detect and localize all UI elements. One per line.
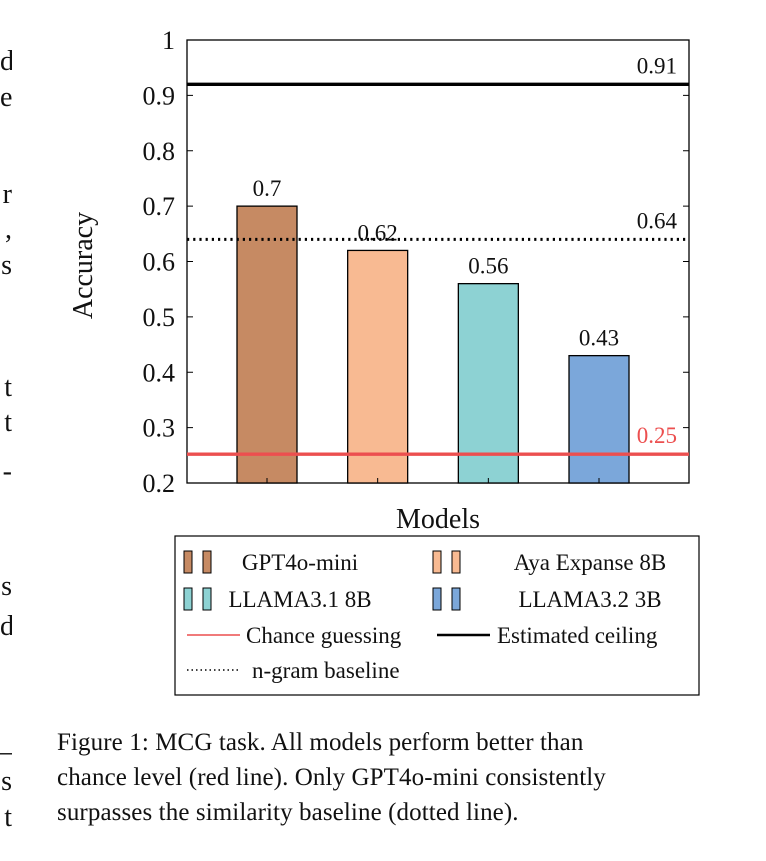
- legend-label: LLAMA3.2 3B: [518, 587, 661, 612]
- bar-value-label: 0.7: [253, 176, 282, 201]
- y-tick-label: 0.3: [143, 414, 176, 443]
- legend-label: Chance guessing: [246, 623, 402, 648]
- legend-label: GPT4o-mini: [242, 550, 358, 575]
- y-axis-label: Accuracy: [68, 212, 99, 319]
- x-axis-label: Models: [396, 504, 480, 535]
- left-column-fragment: e: [0, 82, 12, 113]
- reference-line-label: 0.64: [637, 208, 678, 233]
- legend-swatch-b: [451, 550, 461, 574]
- left-column-fragment: _: [0, 723, 12, 763]
- bar-value-label: 0.62: [358, 220, 398, 245]
- y-tick-label: 0.9: [143, 81, 176, 110]
- legend-swatch: [183, 550, 193, 574]
- left-column-fragment: t: [4, 802, 12, 833]
- left-column-fragment: t: [4, 407, 12, 438]
- legend-label: LLAMA3.1 8B: [228, 587, 371, 612]
- left-column-fragment: d: [0, 46, 12, 77]
- y-tick-label: 0.7: [143, 192, 176, 221]
- reference-line-label: 0.91: [637, 53, 677, 78]
- legend-label: n-gram baseline: [252, 658, 400, 683]
- left-column-fragment: d: [0, 611, 12, 642]
- left-column-fragment: t: [4, 372, 12, 403]
- y-tick-label: 0.8: [143, 137, 176, 166]
- bar-value-label: 0.56: [468, 254, 508, 279]
- left-column-fragment: s: [1, 571, 12, 602]
- bar-gpt4o-mini: [236, 205, 298, 484]
- bar-value-label: 0.43: [579, 326, 619, 351]
- legend-swatch: [432, 587, 442, 611]
- legend-swatch-b: [202, 550, 212, 574]
- accuracy-bar-chart: 0.20.30.40.50.60.70.80.910.70.620.560.43…: [68, 26, 700, 696]
- legend-swatch: [432, 550, 442, 574]
- bar-aya-expanse-8b: [347, 249, 409, 484]
- legend-swatch-b: [451, 587, 461, 611]
- legend-swatch: [183, 587, 193, 611]
- y-tick-label: 0.6: [143, 248, 176, 277]
- y-tick-label: 1: [162, 26, 175, 55]
- legend-swatch-b: [202, 587, 212, 611]
- left-column-fragment: s: [1, 250, 12, 281]
- caption-line-3: surpasses the similarity baseline (dotte…: [57, 799, 519, 826]
- caption-line-2: chance level (red line). Only GPT4o-mini…: [57, 764, 606, 791]
- y-tick-label: 0.5: [143, 303, 176, 332]
- bar-llama3-1-8b: [457, 282, 519, 484]
- reference-line-label: 0.25: [637, 423, 677, 448]
- left-column-fragment: s: [1, 766, 12, 797]
- caption-line-1: Figure 1: MCG task. All models perform b…: [57, 729, 584, 756]
- legend-label: Estimated ceiling: [497, 623, 658, 648]
- y-tick-label: 0.2: [143, 469, 176, 498]
- left-column-fragment: -: [2, 456, 12, 487]
- left-column-fragment: r: [2, 179, 12, 210]
- bar-llama3-2-3b: [568, 354, 630, 484]
- left-column-fragment: ,: [5, 214, 12, 245]
- y-tick-label: 0.4: [143, 358, 176, 387]
- legend-label: Aya Expanse 8B: [514, 550, 666, 575]
